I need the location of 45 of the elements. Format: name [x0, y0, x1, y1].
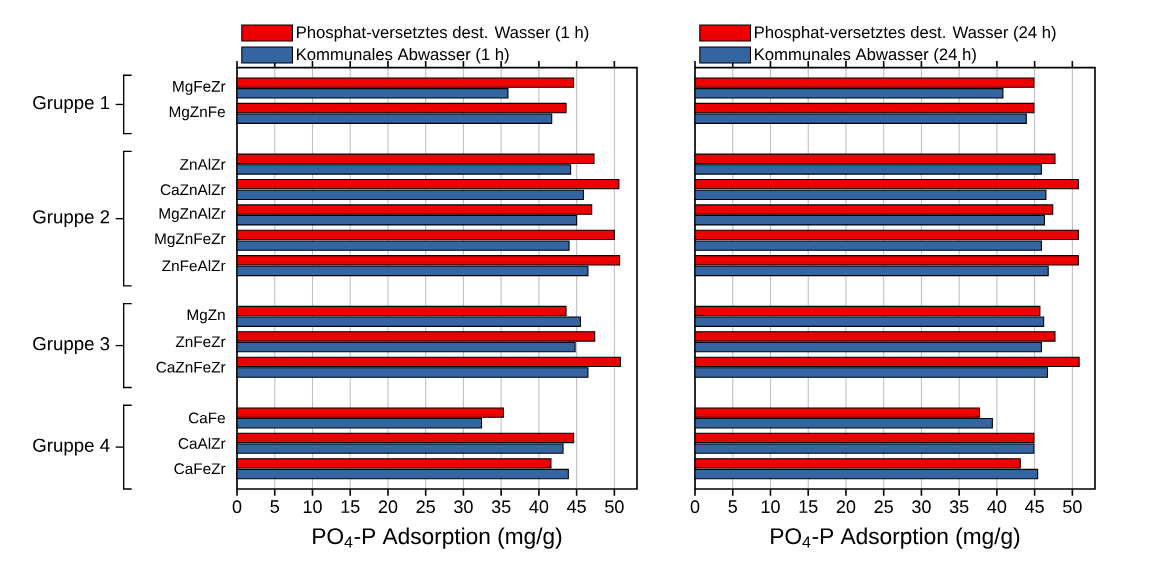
x-tick-label: 0 [690, 500, 700, 514]
text: Gruppe 3 [33, 337, 110, 355]
x-tick-label: 45 [567, 500, 586, 513]
x-tick-label: 20 [836, 500, 856, 514]
x-tick-label: 45 [1025, 500, 1044, 513]
x-axis-title: PO$_{4}$-P Adsorption (mg/g) [313, 527, 562, 549]
text: Gruppe 4 [33, 438, 110, 456]
x-tick-label: 35 [949, 500, 969, 514]
y-tick-label: CaZnAlZr [160, 183, 226, 196]
y-tick-label: ZnAlZr [180, 158, 226, 170]
x-tick-label: 25 [416, 500, 435, 514]
y-tick-label: CaFe [188, 412, 225, 424]
y-tick-label: MgZn [187, 309, 225, 324]
x-tick-label: 15 [341, 500, 360, 513]
y-tick-label: MgZnFeZr [155, 233, 226, 248]
legend-label: Kommunales Abwasser (24 h) [755, 47, 976, 64]
text: Gruppe 1 [33, 95, 110, 113]
y-tick-label: MgZnFe [169, 106, 225, 121]
x-tick-label: 40 [987, 500, 1007, 514]
legend-label: Phosphat-versetztes dest. Wasser (1 h) [297, 25, 589, 42]
legend-label: Phosphat-versetztes dest. Wasser (24 h) [755, 25, 1056, 42]
x-tick-label: 40 [529, 500, 549, 514]
x-tick-label: 35 [491, 500, 511, 514]
y-tick-label: ZnFeAlZr [162, 260, 226, 272]
x-tick-label: 30 [454, 500, 473, 514]
y-tick-label: CaZnFeZr [156, 361, 226, 373]
x-tick-label: 5 [728, 500, 737, 513]
x-axis-title: PO$_{4}$-P Adsorption (mg/g) [771, 527, 1020, 549]
x-tick-label: 5 [270, 500, 279, 513]
legend-label: Kommunales Abwasser (1 h) [297, 47, 509, 64]
y-tick-label: CaFeZr [174, 463, 226, 475]
x-tick-label: 50 [1063, 500, 1082, 514]
x-tick-label: 20 [378, 500, 398, 514]
y-tick-label: MgFeZr [173, 81, 226, 95]
text: Gruppe 2 [33, 210, 110, 228]
y-tick-label: CaAlZr [178, 437, 226, 449]
x-tick-label: 25 [874, 500, 893, 514]
x-tick-label: 30 [912, 500, 931, 514]
y-tick-label: ZnFeZr [175, 336, 226, 348]
x-tick-label: 10 [761, 500, 780, 514]
x-tick-label: 0 [232, 500, 242, 514]
y-tick-label: MgZnAlZr [159, 207, 226, 223]
x-tick-label: 10 [303, 500, 322, 514]
x-tick-label: 50 [605, 500, 624, 514]
x-tick-label: 15 [799, 500, 818, 513]
